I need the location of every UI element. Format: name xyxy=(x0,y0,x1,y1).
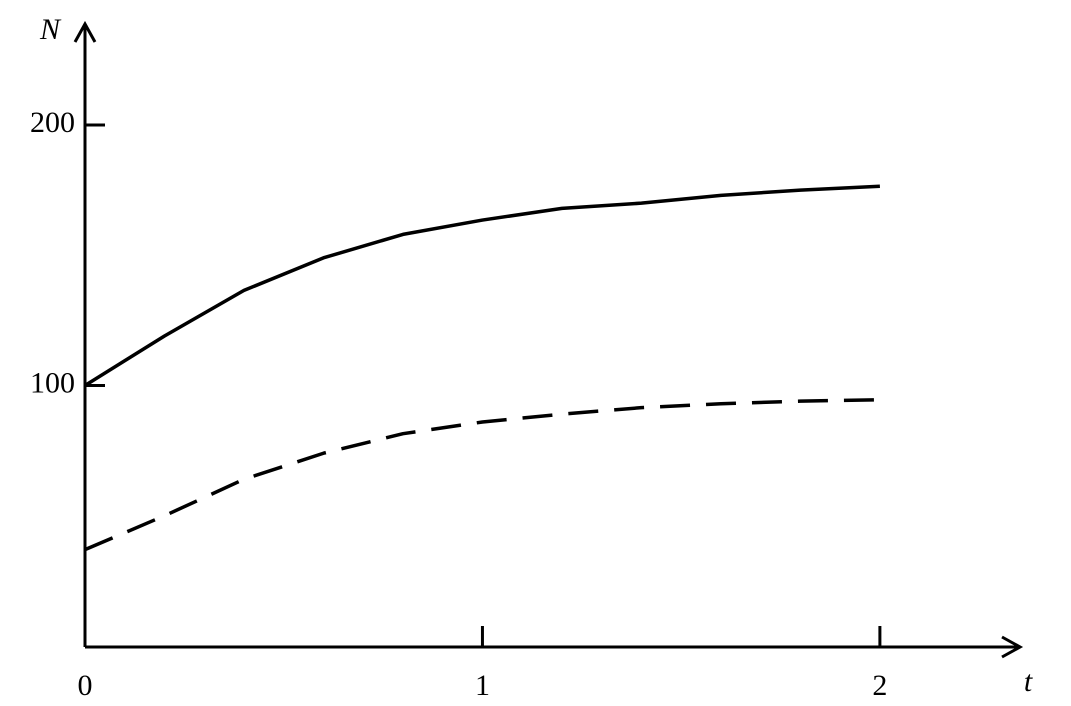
x-tick-label: 1 xyxy=(475,669,490,702)
y-tick-label: 100 xyxy=(30,366,75,399)
y-axis-label: N xyxy=(39,13,62,46)
x-axis-arrow xyxy=(1001,635,1024,659)
x-tick-label: 2 xyxy=(872,669,887,702)
y-axis-arrow xyxy=(73,20,97,43)
y-tick-label: 200 xyxy=(30,106,75,139)
x-tick-label: 0 xyxy=(78,669,93,702)
dashed-line xyxy=(84,398,880,552)
solid-line xyxy=(84,184,880,387)
x-axis-label: t xyxy=(1024,665,1033,698)
